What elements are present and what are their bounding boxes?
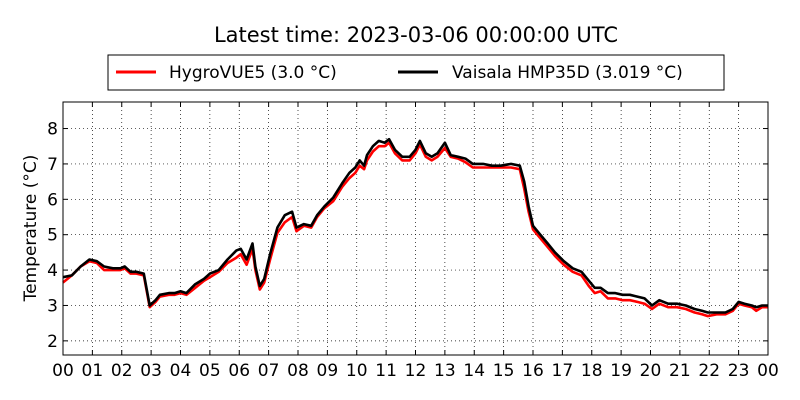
legend: HygroVUE5 (3.0 °C) Vaisala HMP35D (3.019… <box>107 54 725 91</box>
x-tick-label: 20 <box>640 361 662 381</box>
x-tick-label: 09 <box>317 361 339 381</box>
x-tick-label: 14 <box>463 361 485 381</box>
x-tick-label: 11 <box>375 361 397 381</box>
legend-label-hygrovue5: HygroVUE5 (3.0 °C) <box>169 63 337 83</box>
x-tick-label: 12 <box>405 361 427 381</box>
x-tick-label: 21 <box>669 361 691 381</box>
x-tick-label: 18 <box>581 361 603 381</box>
y-tick-label: 6 <box>47 190 58 210</box>
grid <box>63 102 768 355</box>
x-tick-label: 01 <box>82 361 104 381</box>
x-tick-label: 19 <box>610 361 632 381</box>
x-tick-label: 03 <box>140 361 162 381</box>
y-tick-label: 7 <box>47 155 58 175</box>
y-tick-label: 3 <box>47 296 58 316</box>
plot-area-frame <box>62 101 769 356</box>
series-layer <box>62 137 768 318</box>
x-tick-label: 00 <box>757 361 779 381</box>
x-tick-label: 08 <box>287 361 309 381</box>
x-tick-label: 04 <box>170 361 192 381</box>
x-tick-label: 02 <box>111 361 133 381</box>
x-tick-label: 22 <box>698 361 720 381</box>
chart-title: Latest time: 2023-03-06 00:00:00 UTC <box>214 23 618 47</box>
y-tick-label: 5 <box>47 226 58 246</box>
y-tick-label: 2 <box>47 332 58 352</box>
y-axis-label: Temperature (°C) <box>21 155 41 303</box>
y-axis: 2 3 4 5 6 7 8 <box>47 120 768 352</box>
legend-label-vaisala: Vaisala HMP35D (3.019 °C) <box>452 63 683 83</box>
y-tick-label: 8 <box>47 120 58 140</box>
x-tick-label: 23 <box>728 361 750 381</box>
x-tick-label: 00 <box>52 361 74 381</box>
x-tick-label: 05 <box>199 361 221 381</box>
x-axis: 00 01 02 03 04 05 06 07 08 09 10 11 12 13 14 15 16 17 18 19… <box>52 102 779 381</box>
x-tick-label: 15 <box>493 361 515 381</box>
y-tick-label: 4 <box>47 261 58 281</box>
x-tick-label: 06 <box>228 361 250 381</box>
series-line-vaisala <box>62 137 768 314</box>
x-tick-label: 16 <box>522 361 544 381</box>
x-tick-label: 10 <box>346 361 368 381</box>
x-tick-label: 07 <box>258 361 280 381</box>
x-tick-label: 17 <box>552 361 574 381</box>
x-tick-label: 13 <box>434 361 456 381</box>
series-line-hygrovue5 <box>62 141 768 318</box>
